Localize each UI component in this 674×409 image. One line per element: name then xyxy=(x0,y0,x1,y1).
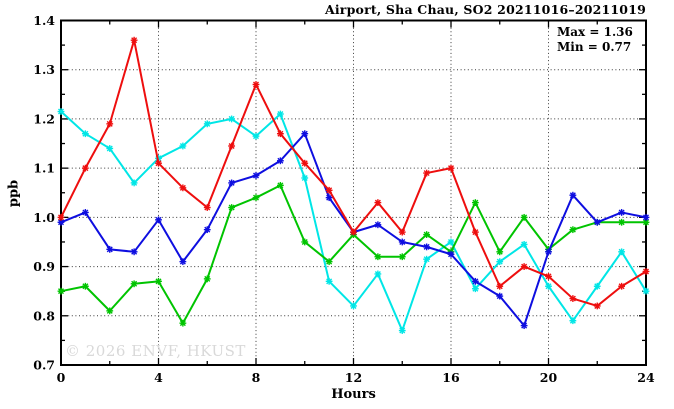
x-axis-title: Hours xyxy=(331,387,376,402)
max-min-annotation: Max = 1.36 Min = 0.77 xyxy=(557,25,633,54)
svg-text:24: 24 xyxy=(637,370,655,385)
svg-text:1.3: 1.3 xyxy=(33,62,55,77)
svg-text:20: 20 xyxy=(540,370,558,385)
svg-text:0: 0 xyxy=(57,370,66,385)
svg-text:4: 4 xyxy=(154,370,163,385)
svg-text:8: 8 xyxy=(252,370,261,385)
svg-text:1.1: 1.1 xyxy=(33,161,55,176)
min-value-label: Min = 0.77 xyxy=(557,39,632,54)
svg-text:0.7: 0.7 xyxy=(33,358,55,373)
chart-title: Airport, Sha Chau, SO2 20211016–20211019 xyxy=(324,2,646,17)
y-axis-title: ppb xyxy=(6,179,22,208)
svg-text:1.2: 1.2 xyxy=(33,111,55,126)
svg-text:0.9: 0.9 xyxy=(33,259,55,274)
copyright-watermark: © 2026 ENVF, HKUST xyxy=(65,342,246,360)
svg-text:12: 12 xyxy=(345,370,362,385)
svg-text:16: 16 xyxy=(442,370,460,385)
max-value-label: Max = 1.36 xyxy=(557,25,633,39)
svg-text:0.8: 0.8 xyxy=(33,308,55,323)
svg-text:1.4: 1.4 xyxy=(33,13,55,28)
svg-text:1.0: 1.0 xyxy=(33,210,55,225)
